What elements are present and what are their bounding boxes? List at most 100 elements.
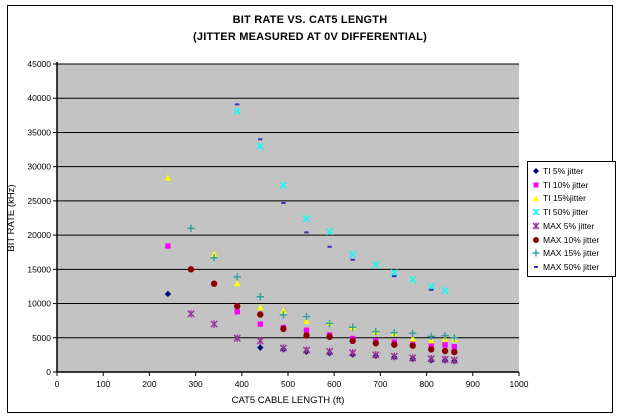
tick-labels: 0500010000150002000025000300003500040000…: [27, 59, 528, 389]
legend-item: MAX 50% jitter: [531, 261, 612, 273]
circle-legend-icon: [533, 236, 539, 243]
series-max-5-jitter: [187, 310, 459, 365]
data-point: [409, 354, 417, 362]
y-tick-label: 0: [46, 367, 51, 377]
x-marker: [427, 282, 435, 291]
series-ti-50-jitter: [233, 107, 449, 295]
x-tick-label: 1000: [510, 379, 529, 389]
legend-item: MAX 5% jitter: [531, 220, 612, 232]
x-marker: [348, 250, 357, 258]
y-tick-label: 40000: [27, 93, 51, 103]
x-axis-title: CAT5 CABLE LENGTH (ft): [232, 395, 345, 406]
data-point: [409, 275, 417, 284]
triangle-legend-marker: [533, 195, 539, 202]
circle-marker: [303, 332, 310, 339]
legend-item: TI 10% jitter: [531, 179, 612, 191]
square-marker: [428, 341, 434, 347]
data-points: [164, 103, 459, 365]
dash-marker: [429, 288, 434, 291]
data-point: [348, 250, 357, 258]
chart-subtitle: (JITTER MEASURED AT 0V DIFFERENTIAL): [193, 31, 427, 43]
dash-marker: [234, 103, 240, 106]
data-point: [442, 342, 448, 348]
circle-marker: [533, 236, 539, 243]
dash-legend-icon: [534, 266, 538, 269]
data-point: [348, 323, 357, 331]
dash-marker: [534, 266, 538, 269]
diamond-marker: [533, 167, 539, 174]
circle-marker: [280, 325, 287, 333]
dash-marker: [327, 245, 332, 248]
square-marker: [165, 243, 171, 249]
y-tick-label: 30000: [27, 162, 51, 172]
data-point: [256, 142, 264, 150]
x-tick-label: 0: [55, 379, 60, 389]
dash-marker: [392, 275, 397, 278]
data-point: [409, 342, 416, 349]
legend-item: TI 5% jitter: [531, 165, 612, 177]
x-marker: [256, 142, 264, 150]
x-marker: [390, 269, 398, 277]
data-point: [256, 337, 264, 345]
data-point: [257, 303, 264, 311]
x-legend-icon: [532, 208, 540, 216]
circle-legend-marker: [533, 236, 539, 243]
x-marker: [372, 260, 380, 269]
data-point: [390, 328, 398, 337]
data-point: [210, 320, 218, 328]
data-point: [325, 347, 334, 356]
triangle-marker: [303, 317, 310, 324]
square-marker: [442, 342, 448, 348]
x-marker: [532, 208, 540, 216]
x-tick-label: 200: [142, 379, 156, 389]
data-point: [450, 356, 459, 365]
data-point: [302, 312, 311, 321]
data-point: [233, 273, 241, 281]
triangle-marker: [409, 335, 416, 342]
data-point: [303, 332, 310, 339]
data-point: [451, 343, 458, 350]
data-point: [210, 250, 218, 257]
legend-item: MAX 15% jitter: [531, 247, 612, 259]
data-point: [303, 327, 310, 333]
square-legend-marker: [533, 182, 539, 188]
triangle-marker: [164, 174, 172, 181]
data-point: [304, 231, 309, 234]
data-point: [280, 307, 287, 314]
data-point: [372, 327, 380, 336]
plot-background: [57, 64, 519, 372]
triangle-legend-icon: [533, 195, 539, 202]
y-tick-label: 45000: [27, 59, 51, 69]
axes: [53, 62, 520, 376]
circle-marker: [187, 266, 195, 273]
triangle-marker: [210, 250, 218, 257]
x-marker: [302, 214, 311, 223]
x-tick-label: 500: [281, 379, 295, 389]
x-marker: [325, 227, 334, 236]
asterisk-legend-icon: [532, 222, 540, 230]
data-point: [427, 332, 435, 341]
circle-marker: [451, 348, 458, 356]
data-point: [233, 279, 241, 287]
data-point: [409, 329, 417, 338]
triangle-marker: [428, 336, 435, 344]
data-point: [428, 336, 435, 344]
plot-area: [57, 64, 519, 372]
data-point: [441, 286, 449, 295]
series-max-10-jitter: [187, 266, 458, 356]
x-tick-label: 300: [189, 379, 203, 389]
data-point: [302, 346, 311, 354]
legend-label: MAX 15% jitter: [543, 248, 600, 259]
circle-marker: [441, 347, 449, 355]
data-point: [303, 317, 310, 324]
legend-item: MAX 10% jitter: [531, 234, 612, 246]
circle-marker: [233, 303, 241, 310]
data-point: [451, 348, 458, 356]
data-point: [280, 325, 287, 333]
data-point: [233, 303, 241, 310]
data-point: [392, 275, 397, 278]
data-point: [257, 311, 264, 318]
data-point: [281, 201, 286, 204]
dash-marker: [304, 231, 309, 234]
